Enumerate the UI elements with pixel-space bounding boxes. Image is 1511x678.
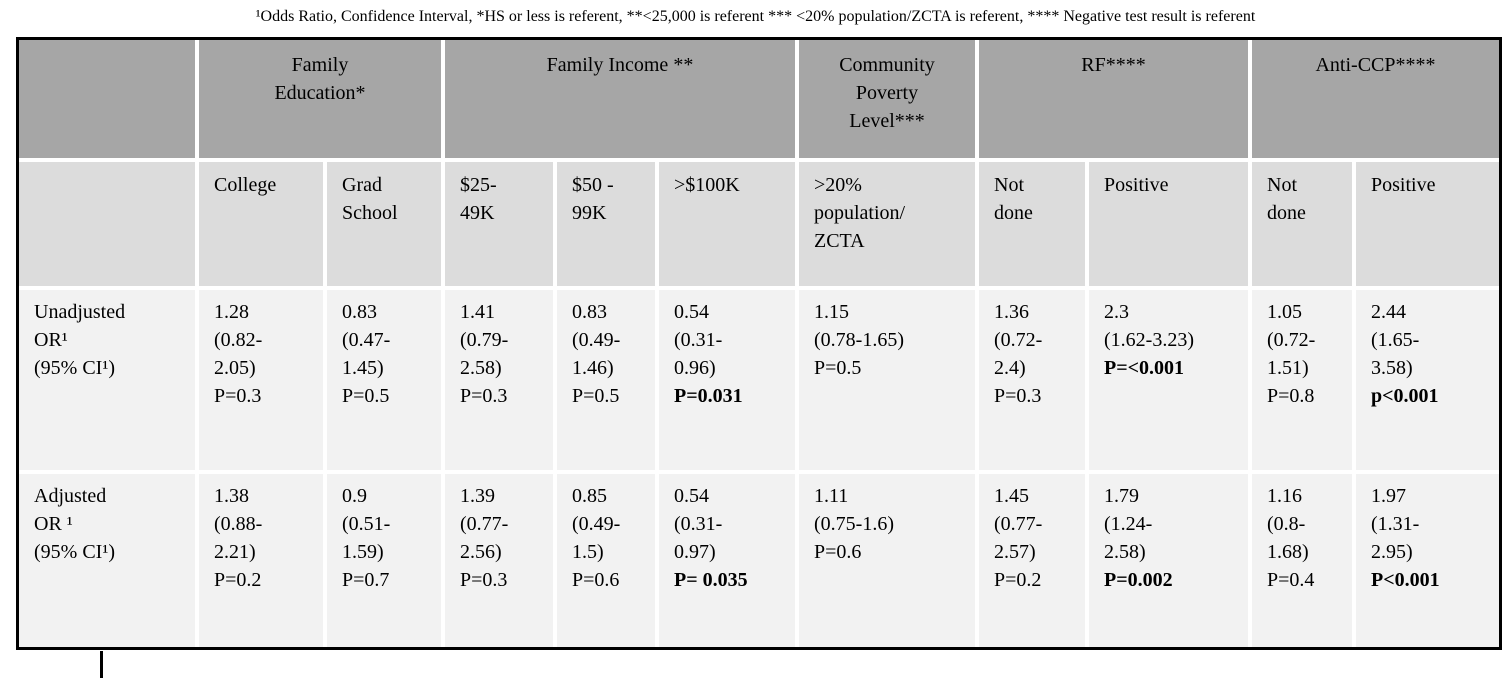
cell-adjusted-or-anticcp-positive: 1.97 (1.31- 2.95) P<0.001 [1356, 474, 1499, 647]
cell-adjusted-or-income-50-99k: 0.85 (0.49- 1.5) P=0.6 [557, 474, 655, 647]
column-header-income-gt-100k: >$100K [659, 162, 795, 286]
group-header-anti-ccp: Anti-CCP**** [1252, 40, 1499, 158]
text-cursor [100, 651, 103, 678]
cell-adjusted-or-grad-school: 0.9 (0.51- 1.59) P=0.7 [327, 474, 441, 647]
cell-adjusted-or-gt20pct-population-zcta: 1.11 (0.75-1.6) P=0.6 [799, 474, 975, 647]
group-header-empty [19, 40, 195, 158]
cell-unadjusted-or-gt20pct-population-zcta: 1.15 (0.78-1.65) P=0.5 [799, 290, 975, 470]
cell-unadjusted-or-income-gt-100k: 0.54 (0.31- 0.96) P=0.031 [659, 290, 795, 470]
cell-adjusted-or-anticcp-not-done: 1.16 (0.8- 1.68) P=0.4 [1252, 474, 1352, 647]
cell-unadjusted-or-income-25-49k: 1.41 (0.79- 2.58) P=0.3 [445, 290, 553, 470]
cell-unadjusted-or-rf-positive: 2.3 (1.62-3.23) P=<0.001 [1089, 290, 1248, 470]
column-header-college: College [199, 162, 323, 286]
group-header-family-income: Family Income ** [445, 40, 795, 158]
table-footnote: ¹Odds Ratio, Confidence Interval, *HS or… [255, 8, 1256, 25]
column-header-rf-not-done: Not done [979, 162, 1085, 286]
cell-unadjusted-or-income-50-99k: 0.83 (0.49- 1.46) P=0.5 [557, 290, 655, 470]
cell-adjusted-or-income-gt-100k: 0.54 (0.31- 0.97) P= 0.035 [659, 474, 795, 647]
cell-unadjusted-or-rf-not-done: 1.36 (0.72- 2.4) P=0.3 [979, 290, 1085, 470]
column-header-anticcp-not-done: Not done [1252, 162, 1352, 286]
column-header-empty [19, 162, 195, 286]
column-header-grad-school: Grad School [327, 162, 441, 286]
cell-unadjusted-or-college: 1.28 (0.82- 2.05) P=0.3 [199, 290, 323, 470]
cell-adjusted-or-income-25-49k: 1.39 (0.77- 2.56) P=0.3 [445, 474, 553, 647]
column-header-anticcp-positive: Positive [1356, 162, 1499, 286]
group-header-rf: RF**** [979, 40, 1248, 158]
cell-adjusted-or-college: 1.38 (0.88- 2.21) P=0.2 [199, 474, 323, 647]
cell-adjusted-or-rf-not-done: 1.45 (0.77- 2.57) P=0.2 [979, 474, 1085, 647]
cell-unadjusted-or-grad-school: 0.83 (0.47- 1.45) P=0.5 [327, 290, 441, 470]
group-header-community-poverty-level: Community Poverty Level*** [799, 40, 975, 158]
cell-adjusted-or-rf-positive: 1.79 (1.24- 2.58) P=0.002 [1089, 474, 1248, 647]
column-header-income-50-99k: $50 -99K [557, 162, 655, 286]
row-label-unadjusted-or: Unadjusted OR¹ (95% CI¹) [19, 290, 195, 470]
column-header-income-25-49k: $25- 49K [445, 162, 553, 286]
cell-unadjusted-or-anticcp-not-done: 1.05 (0.72- 1.51) P=0.8 [1252, 290, 1352, 470]
column-header-gt20pct-population-zcta: >20% population/ZCTA [799, 162, 975, 286]
column-header-rf-positive: Positive [1089, 162, 1248, 286]
row-label-adjusted-or: Adjusted OR ¹ (95% CI¹) [19, 474, 195, 647]
group-header-family-education: Family Education* [199, 40, 441, 158]
cell-unadjusted-or-anticcp-positive: 2.44 (1.65- 3.58) p<0.001 [1356, 290, 1499, 470]
odds-ratio-table: Family Education* Family Income ** Communit… [16, 37, 1502, 650]
